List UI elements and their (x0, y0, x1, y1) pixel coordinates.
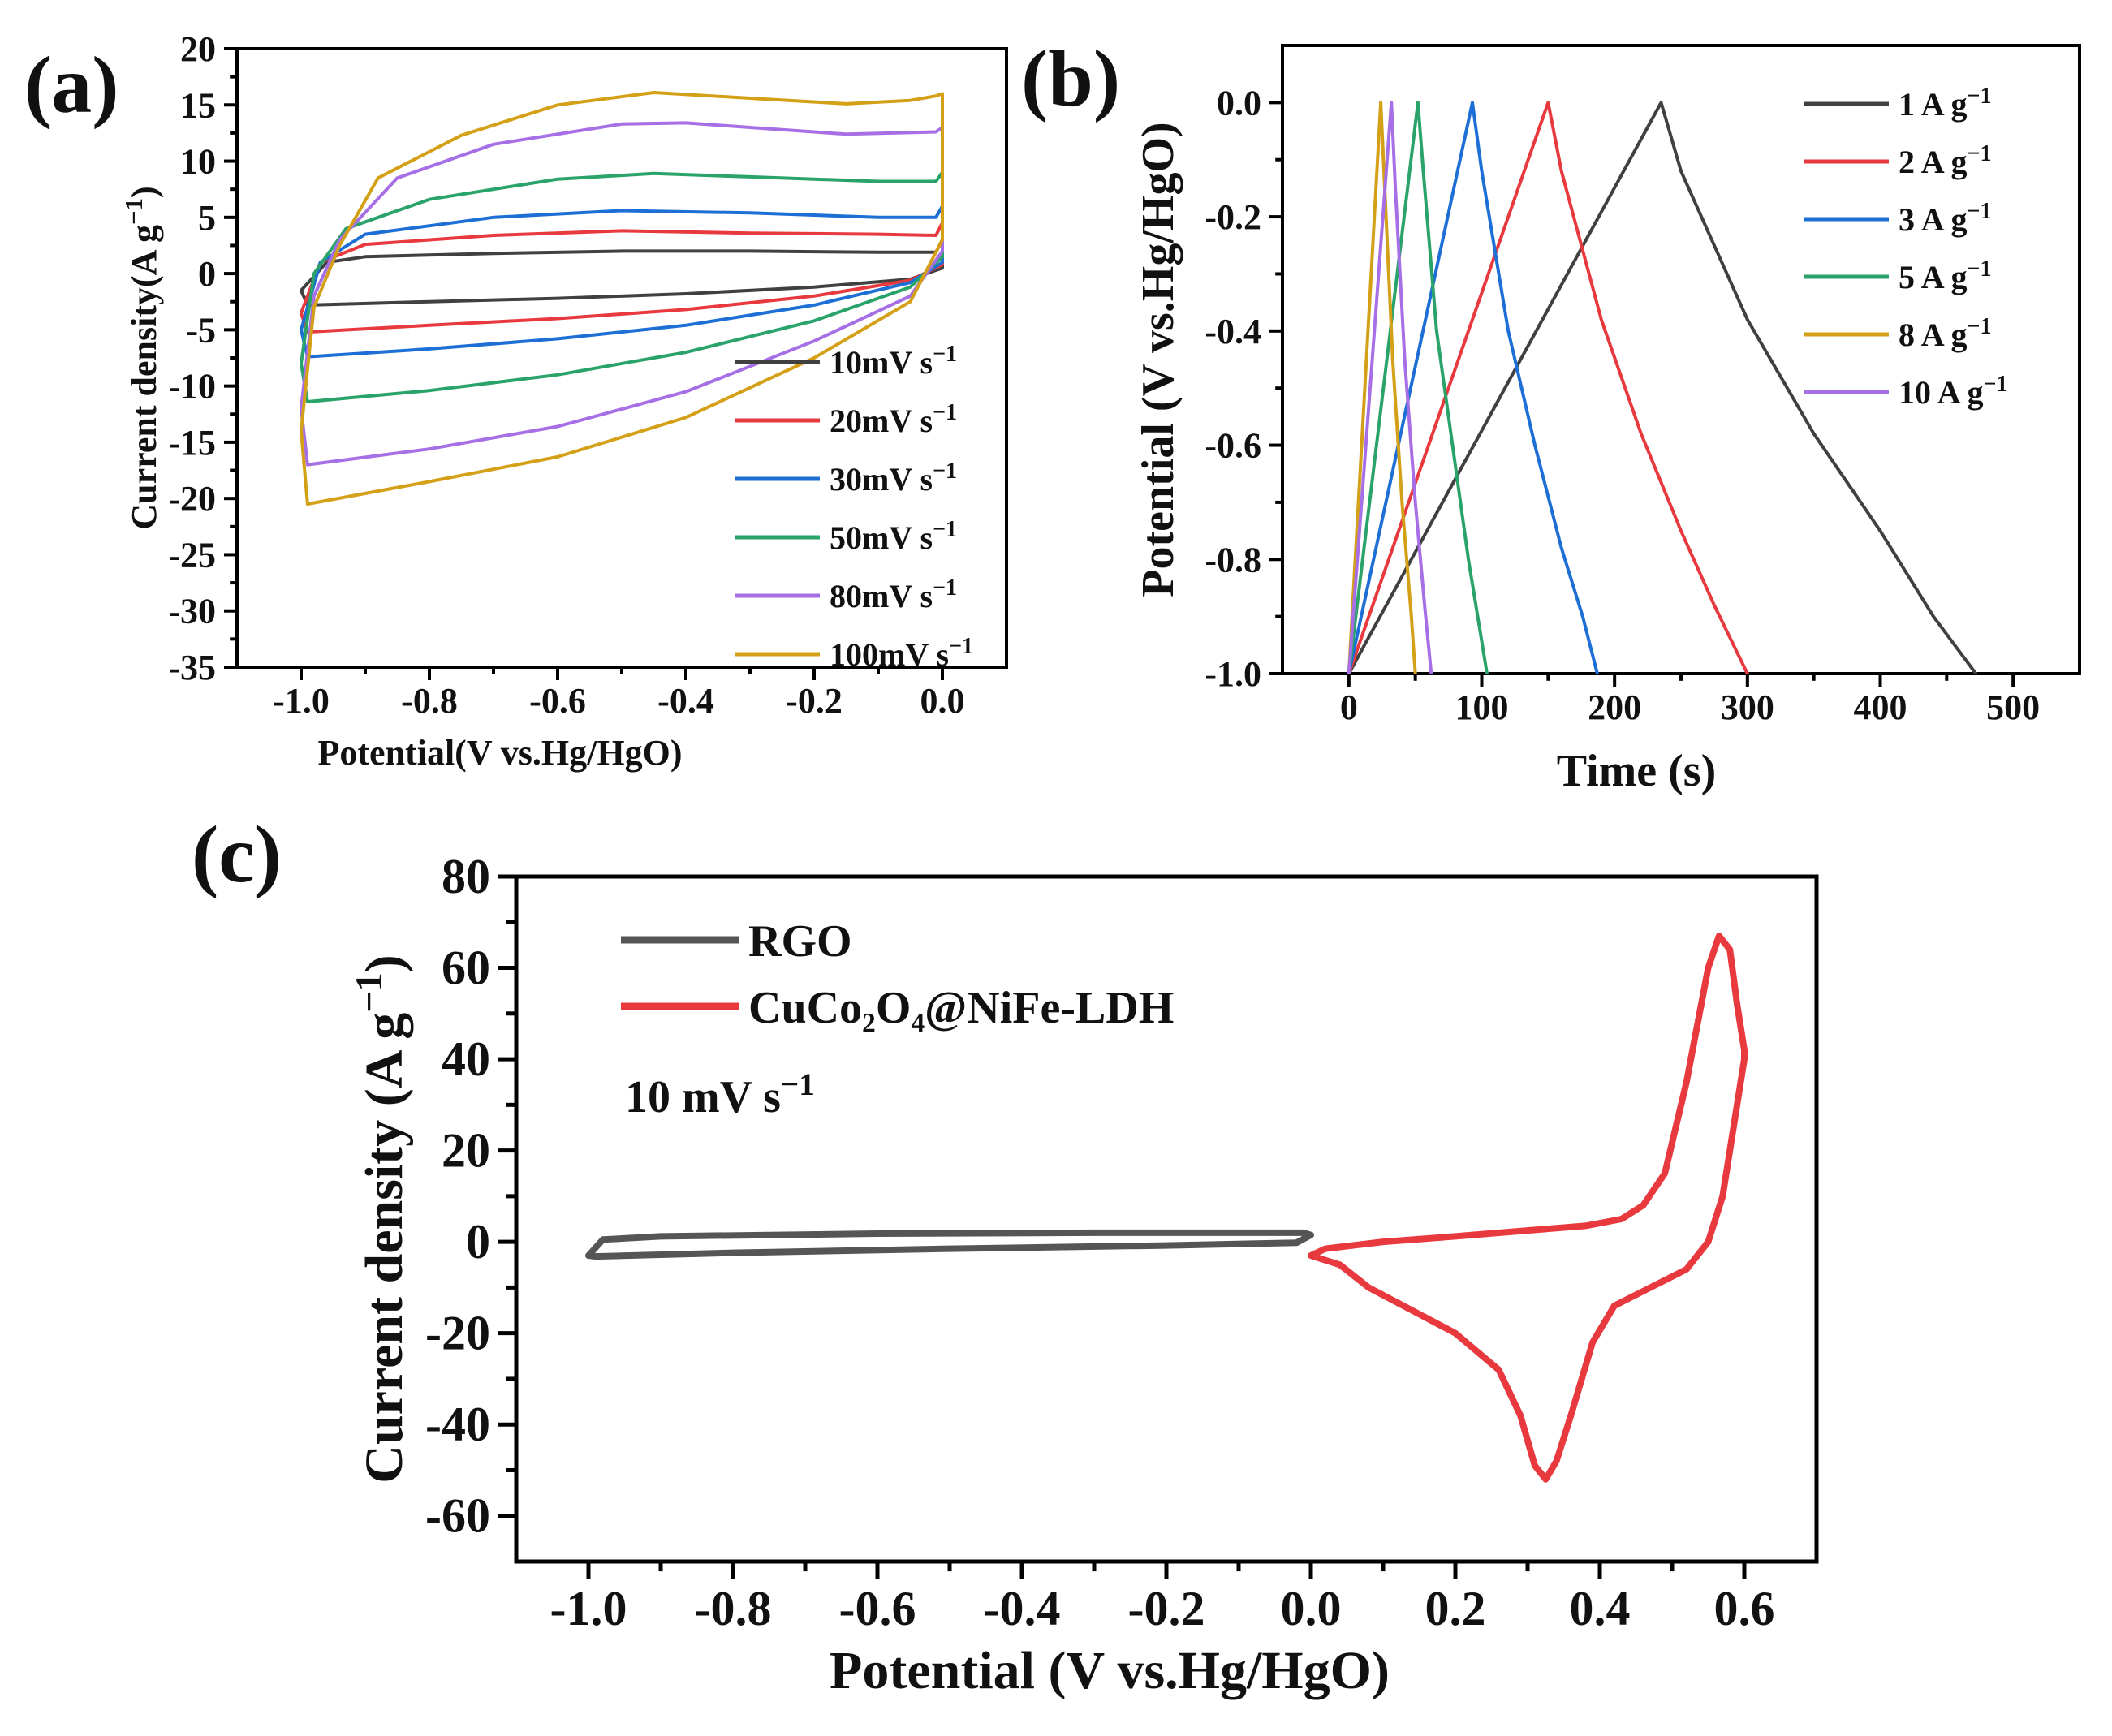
panel-b: (b) 0 100 200 300 400 500 0.0 -0.2 -0.4 -0.6 -0.8 -1… (1021, 33, 2081, 796)
series-line-a-3 (300, 170, 944, 403)
x-tick-label-c-1: -0.8 (695, 1582, 772, 1635)
y-tick-label-c-5: -20 (425, 1307, 490, 1360)
y-tick-label-a-2: 10 (180, 142, 216, 182)
series-line-b-2 (1347, 101, 1599, 674)
series-line-b-4 (1347, 101, 1417, 674)
y-tick-label-c-7: -60 (425, 1489, 490, 1543)
legend-label-b-2: 3 A g−1 (1899, 199, 1991, 239)
y-tick-label-b-0: 0.0 (1217, 83, 1261, 123)
series-line-b-0 (1347, 101, 1978, 674)
series-group-a (300, 91, 944, 506)
x-tick-label-a-3: -0.4 (657, 681, 714, 721)
legend-label-a-3: 50mV s−1 (830, 517, 957, 557)
panel-label-a: (a) (24, 40, 119, 130)
x-tick-label-b-1: 100 (1455, 687, 1509, 727)
series-line-b-1 (1347, 101, 1749, 674)
legend-label-a-1: 20mV s−1 (830, 400, 957, 440)
legend-label-c-1: CuCo₂O₄@NiFe-LDH (748, 983, 1174, 1033)
y-tick-label-b-5: -1.0 (1205, 654, 1261, 694)
series-line-c-1 (1308, 933, 1748, 1483)
legend-label-c-0: RGO (748, 916, 852, 967)
series-line-a-5 (300, 91, 944, 506)
annotation-c: 10 mV s−1 (625, 1067, 815, 1123)
x-tick-label-c-2: -0.6 (839, 1582, 916, 1635)
x-tick-label-c-8: 0.6 (1714, 1582, 1775, 1635)
series-line-a-2 (300, 205, 944, 359)
y-tick-label-a-7: -15 (168, 423, 216, 463)
x-tick-label-c-5: 0.0 (1281, 1582, 1342, 1635)
y-tick-label-a-11: -35 (168, 648, 216, 687)
x-tick-label-a-1: -0.8 (401, 681, 458, 721)
legend-label-a-0: 10mV s−1 (830, 342, 957, 381)
y-tick-label-c-0: 80 (442, 850, 490, 903)
legend-label-a-2: 30mV s−1 (830, 459, 957, 498)
y-axis-title-a: Current density(A g−1) (120, 186, 164, 529)
x-tick-label-a-4: -0.2 (786, 681, 843, 721)
series-line-a-1 (300, 221, 944, 334)
x-tick-label-b-0: 0 (1340, 687, 1358, 727)
y-tick-label-b-1: -0.2 (1205, 197, 1261, 237)
y-tick-label-a-6: -10 (168, 367, 216, 407)
legend-label-b-4: 8 A g−1 (1899, 314, 1991, 354)
y-tick-label-c-1: 60 (442, 941, 490, 995)
series-line-a-0 (300, 238, 944, 307)
x-tick-label-b-2: 200 (1588, 687, 1641, 727)
legend-label-a-5: 100mV s−1 (830, 634, 973, 674)
x-tick-label-a-0: -1.0 (273, 681, 330, 721)
x-tick-label-b-3: 300 (1721, 687, 1774, 727)
y-axis-title-c: Current density (A g−1) (348, 954, 415, 1483)
y-tick-label-c-2: 40 (442, 1032, 490, 1086)
x-tick-label-c-3: -0.4 (984, 1582, 1061, 1635)
x-tick-label-c-6: 0.2 (1425, 1582, 1486, 1635)
legend-label-b-3: 5 A g−1 (1899, 256, 1991, 296)
y-tick-label-a-5: -5 (186, 310, 216, 350)
y-tick-label-c-6: -40 (425, 1398, 490, 1451)
y-tick-label-a-3: 5 (198, 198, 216, 238)
y-tick-label-c-3: 20 (442, 1124, 490, 1178)
legend-label-b-1: 2 A g−1 (1899, 141, 1991, 181)
y-tick-label-a-8: -20 (168, 479, 216, 519)
panel-label-c: (c) (192, 809, 282, 899)
legend-label-a-4: 80mV s−1 (830, 575, 957, 615)
y-tick-label-b-4: -0.8 (1205, 540, 1261, 579)
series-line-b-3 (1347, 101, 1489, 674)
series-line-a-4 (300, 121, 944, 467)
x-tick-label-a-5: 0.0 (920, 681, 965, 721)
panel-a: (a) -1.0 -0.8 -0.6 -0.4 -0.2 0.0 20 15 10 5 0 -5 -10 -… (24, 29, 1008, 773)
x-axis-title-a: Potential(V vs.Hg/HgO) (318, 733, 683, 773)
x-tick-label-b-5: 500 (1986, 687, 2040, 727)
x-tick-label-a-2: -0.6 (529, 681, 586, 721)
panel-c: (c) -1.0 -0.8 -0.6 -0.4 -0.2 0.0 0.2 0.4 0.6 80 60 4… (192, 809, 1819, 1700)
x-tick-label-c-4: -0.2 (1128, 1582, 1205, 1635)
x-tick-label-b-4: 400 (1854, 687, 1907, 727)
y-tick-label-c-4: 0 (466, 1215, 490, 1269)
y-tick-label-a-0: 20 (180, 29, 216, 69)
panel-label-b: (b) (1021, 33, 1120, 123)
legend-label-b-0: 1 A g−1 (1899, 84, 1991, 123)
x-tick-label-c-0: -1.0 (550, 1582, 627, 1635)
x-axis-title-c: Potential (V vs.Hg/HgO) (830, 1641, 1390, 1700)
legend-label-b-5: 10 A g−1 (1899, 372, 2007, 411)
series-line-c-0 (585, 1229, 1314, 1260)
y-tick-label-a-1: 15 (180, 85, 216, 125)
x-tick-label-c-7: 0.4 (1570, 1582, 1631, 1635)
y-tick-label-a-9: -25 (168, 535, 216, 575)
y-axis-title-b: Potential (V vs.Hg/HgO) (1133, 122, 1183, 597)
y-tick-label-a-4: 0 (198, 254, 216, 294)
y-tick-label-b-3: -0.6 (1205, 426, 1261, 466)
series-group-b (1347, 101, 1978, 674)
series-line-b-5 (1347, 101, 1433, 674)
x-axis-title-b: Time (s) (1557, 746, 1717, 796)
y-tick-label-a-10: -30 (168, 592, 216, 631)
y-tick-label-b-2: -0.4 (1205, 312, 1261, 351)
series-group-c (585, 933, 1748, 1483)
